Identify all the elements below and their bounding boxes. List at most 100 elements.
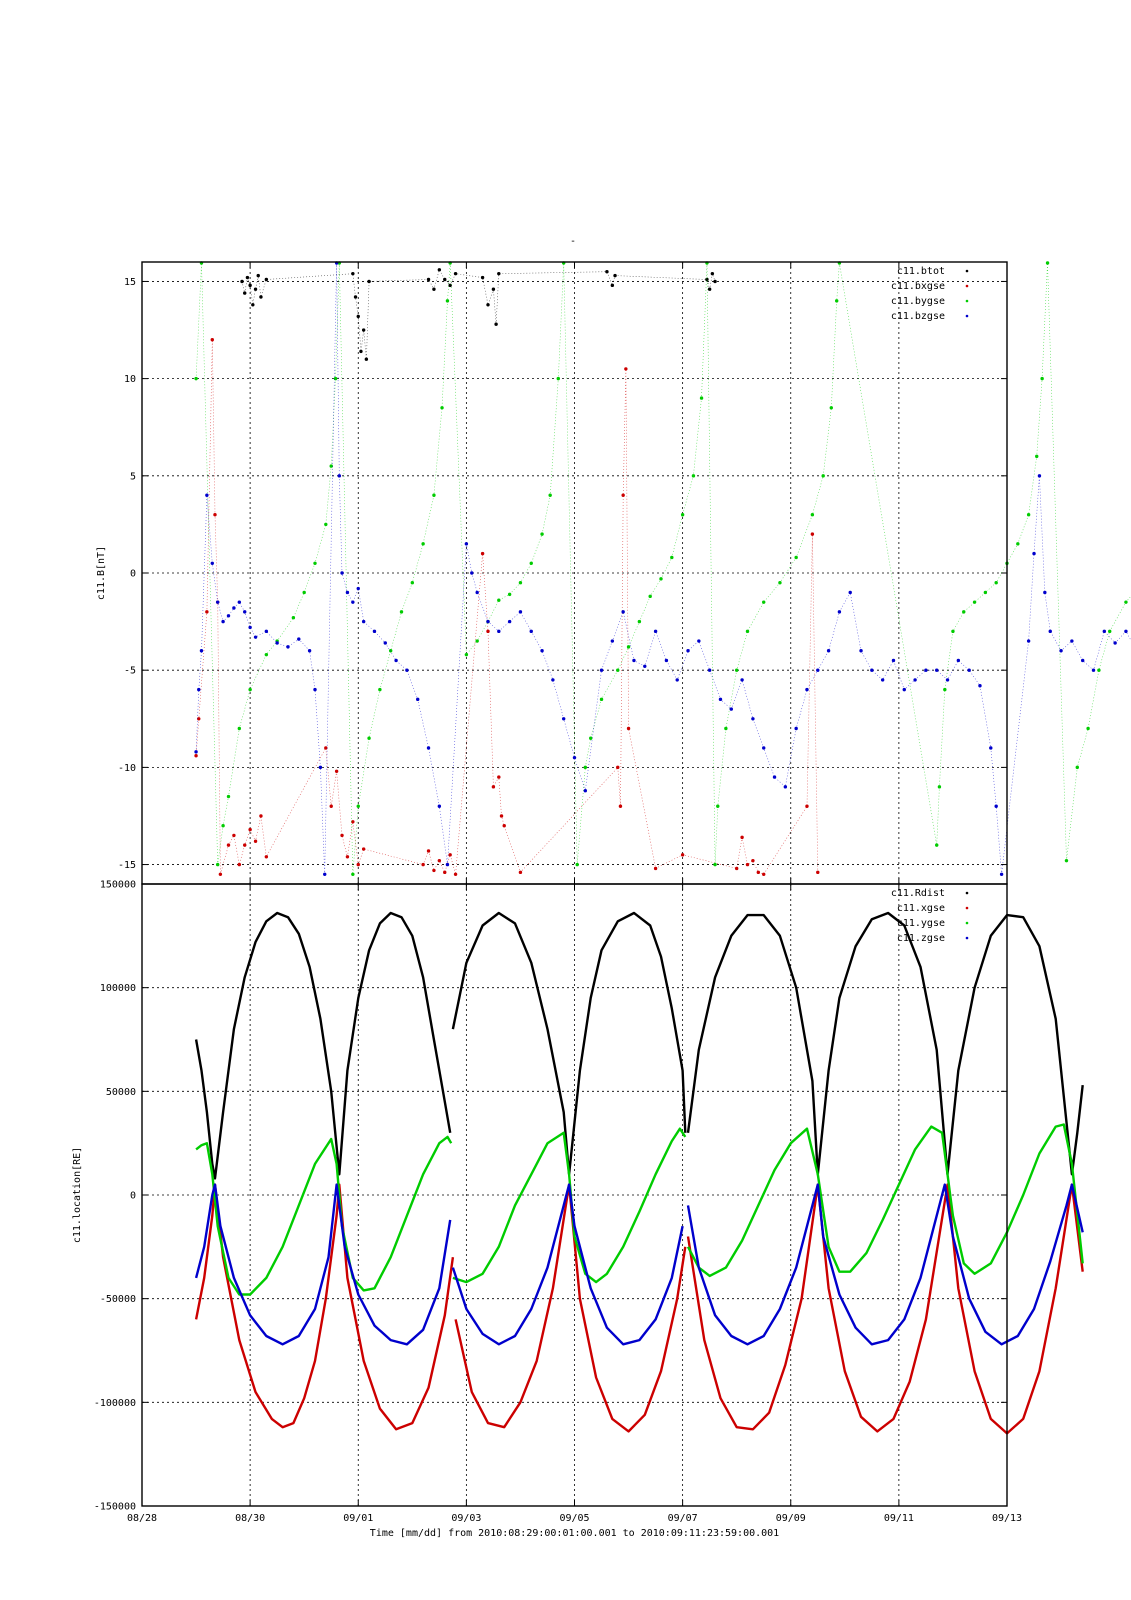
data-point — [437, 804, 442, 808]
data-point — [259, 295, 263, 299]
data-point — [264, 855, 269, 859]
data-point — [426, 746, 431, 750]
y-tick-label: -15 — [118, 860, 136, 871]
data-point — [610, 283, 615, 288]
data-point — [361, 619, 366, 624]
data-point — [494, 322, 498, 326]
data-point — [307, 649, 312, 653]
data-point — [351, 820, 355, 824]
x-tick-label: 09/07 — [668, 1513, 698, 1524]
series-trace — [195, 339, 819, 875]
data-point — [486, 629, 490, 634]
data-point — [583, 789, 588, 793]
data-point — [680, 512, 685, 517]
data-point — [194, 754, 198, 758]
data-point — [318, 765, 323, 770]
data-point — [356, 586, 360, 591]
data-point — [426, 277, 431, 282]
data-point — [935, 668, 939, 672]
data-point — [1097, 668, 1101, 672]
data-point — [762, 600, 766, 604]
data-point — [994, 804, 998, 808]
data-point — [337, 474, 342, 478]
data-point — [259, 814, 263, 818]
data-point — [333, 376, 338, 381]
data-point — [583, 765, 588, 770]
data-point — [978, 684, 982, 688]
legend-label: c11.bzgse — [891, 311, 945, 322]
data-point — [324, 522, 328, 527]
data-point — [383, 641, 387, 645]
legend-label: c11.btot — [897, 266, 945, 277]
x-tick-label: 09/09 — [776, 1513, 806, 1524]
y-axis-label: c11.location[RE] — [72, 1147, 83, 1243]
data-point — [232, 606, 236, 610]
data-point — [745, 629, 750, 634]
legend-marker — [965, 269, 969, 273]
y-tick-label: 0 — [130, 569, 136, 580]
data-point — [248, 687, 252, 692]
series-trace — [195, 262, 1131, 875]
data-point — [783, 785, 788, 789]
y-tick-label: 100000 — [100, 983, 136, 994]
data-point — [756, 870, 761, 875]
data-point — [264, 652, 269, 657]
data-point — [210, 338, 214, 342]
series-line — [194, 911, 1084, 1180]
data-point — [945, 678, 950, 682]
data-point — [935, 843, 939, 847]
data-point — [251, 303, 255, 307]
data-point — [626, 726, 631, 731]
legend-label: c11.ygse — [897, 918, 945, 929]
data-point — [724, 726, 728, 731]
legend-marker — [965, 936, 969, 940]
y-tick-label: -5 — [124, 666, 136, 677]
figure-title: - — [570, 236, 576, 247]
legend-label: c11.xgse — [897, 903, 945, 914]
data-point — [740, 678, 744, 682]
data-point — [194, 376, 198, 381]
data-point — [361, 847, 366, 851]
x-axis-label: Time [mm/dd] from 2010:08:29:00:01:00.00… — [370, 1528, 779, 1539]
legend-label: c11.bxgse — [891, 281, 945, 292]
data-point — [351, 600, 355, 604]
data-point — [821, 474, 825, 478]
x-tick-label: 08/30 — [235, 1513, 265, 1524]
data-point — [388, 649, 393, 653]
data-point — [497, 629, 501, 634]
legend-marker — [965, 314, 969, 318]
legend-marker — [965, 284, 969, 288]
data-point — [286, 645, 290, 649]
data-point — [197, 717, 201, 721]
y-tick-label: 5 — [130, 471, 136, 482]
y-tick-label: -10 — [118, 763, 136, 774]
data-point — [313, 687, 317, 692]
data-point — [734, 866, 739, 871]
magnetic-field-panel: 15 10 5 0 -5 -10 -15 c11.B[nT] c11.btot c11.bxgse… — [96, 261, 1131, 885]
data-point — [624, 367, 628, 371]
data-point — [653, 629, 658, 634]
data-point — [364, 357, 369, 361]
data-point — [848, 590, 852, 595]
data-point — [243, 843, 247, 847]
data-point — [215, 600, 220, 604]
legend-marker — [965, 921, 969, 925]
data-point — [253, 287, 258, 291]
data-point — [264, 277, 269, 282]
data-point — [359, 349, 363, 354]
data-point — [507, 592, 512, 597]
x-tick-label: 09/03 — [451, 1513, 481, 1524]
data-point — [805, 804, 809, 808]
data-point — [745, 862, 750, 867]
data-point — [751, 717, 755, 721]
data-point — [572, 755, 577, 760]
data-point — [621, 610, 625, 614]
data-point — [713, 279, 717, 284]
data-point — [529, 561, 533, 565]
data-point — [499, 814, 504, 818]
data-point — [1026, 512, 1031, 517]
data-point — [1026, 639, 1031, 643]
data-point — [816, 870, 820, 875]
data-point — [697, 639, 701, 643]
